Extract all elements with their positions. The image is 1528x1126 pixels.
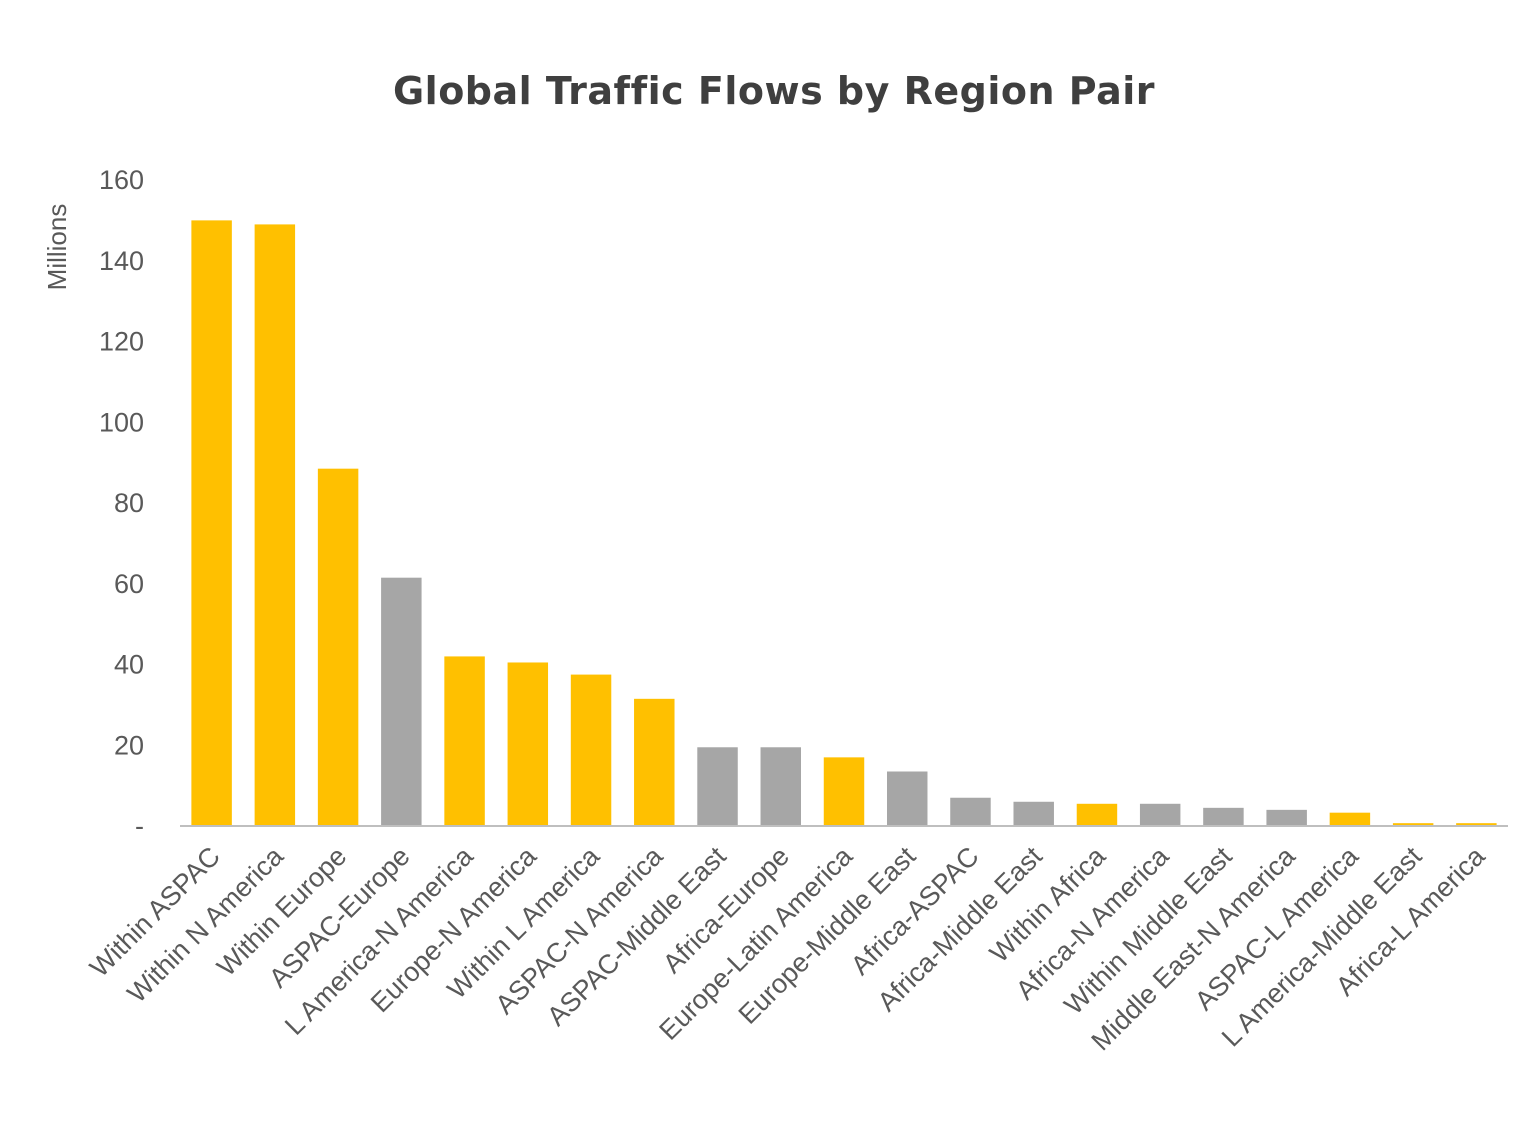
y-tick-label: 80 xyxy=(114,488,144,518)
y-tick-label: - xyxy=(135,811,144,841)
bar xyxy=(887,771,928,826)
bar xyxy=(760,747,801,826)
y-tick-label: 140 xyxy=(99,246,144,276)
y-tick-label: 20 xyxy=(114,730,144,760)
bar xyxy=(1329,812,1371,826)
y-tick-label: 100 xyxy=(99,407,144,437)
bar xyxy=(254,224,296,826)
chart-title: Global Traffic Flows by Region Pair xyxy=(393,69,1155,113)
bar xyxy=(1392,823,1434,826)
bar xyxy=(1266,809,1307,826)
y-axis-label: Millions xyxy=(42,204,72,291)
bar xyxy=(823,757,865,826)
bar xyxy=(1013,801,1054,826)
y-tick-label: 60 xyxy=(114,569,144,599)
bar xyxy=(381,577,422,826)
bar xyxy=(570,674,612,826)
bar xyxy=(191,220,232,827)
bar xyxy=(634,698,675,826)
bar xyxy=(1203,807,1244,826)
y-axis-ticks: - 20 40 60 80 100 120 140 160 xyxy=(99,165,144,841)
bar xyxy=(507,662,549,826)
y-tick-label: 160 xyxy=(99,165,144,195)
bar xyxy=(444,656,485,826)
bar xyxy=(697,747,738,826)
y-tick-label: 120 xyxy=(99,327,144,357)
bar xyxy=(1139,803,1181,826)
y-tick-label: 40 xyxy=(114,650,144,680)
bar xyxy=(317,468,359,826)
bar xyxy=(1456,823,1497,826)
bar xyxy=(950,797,991,826)
bars xyxy=(191,220,1497,827)
bar xyxy=(1076,803,1118,826)
